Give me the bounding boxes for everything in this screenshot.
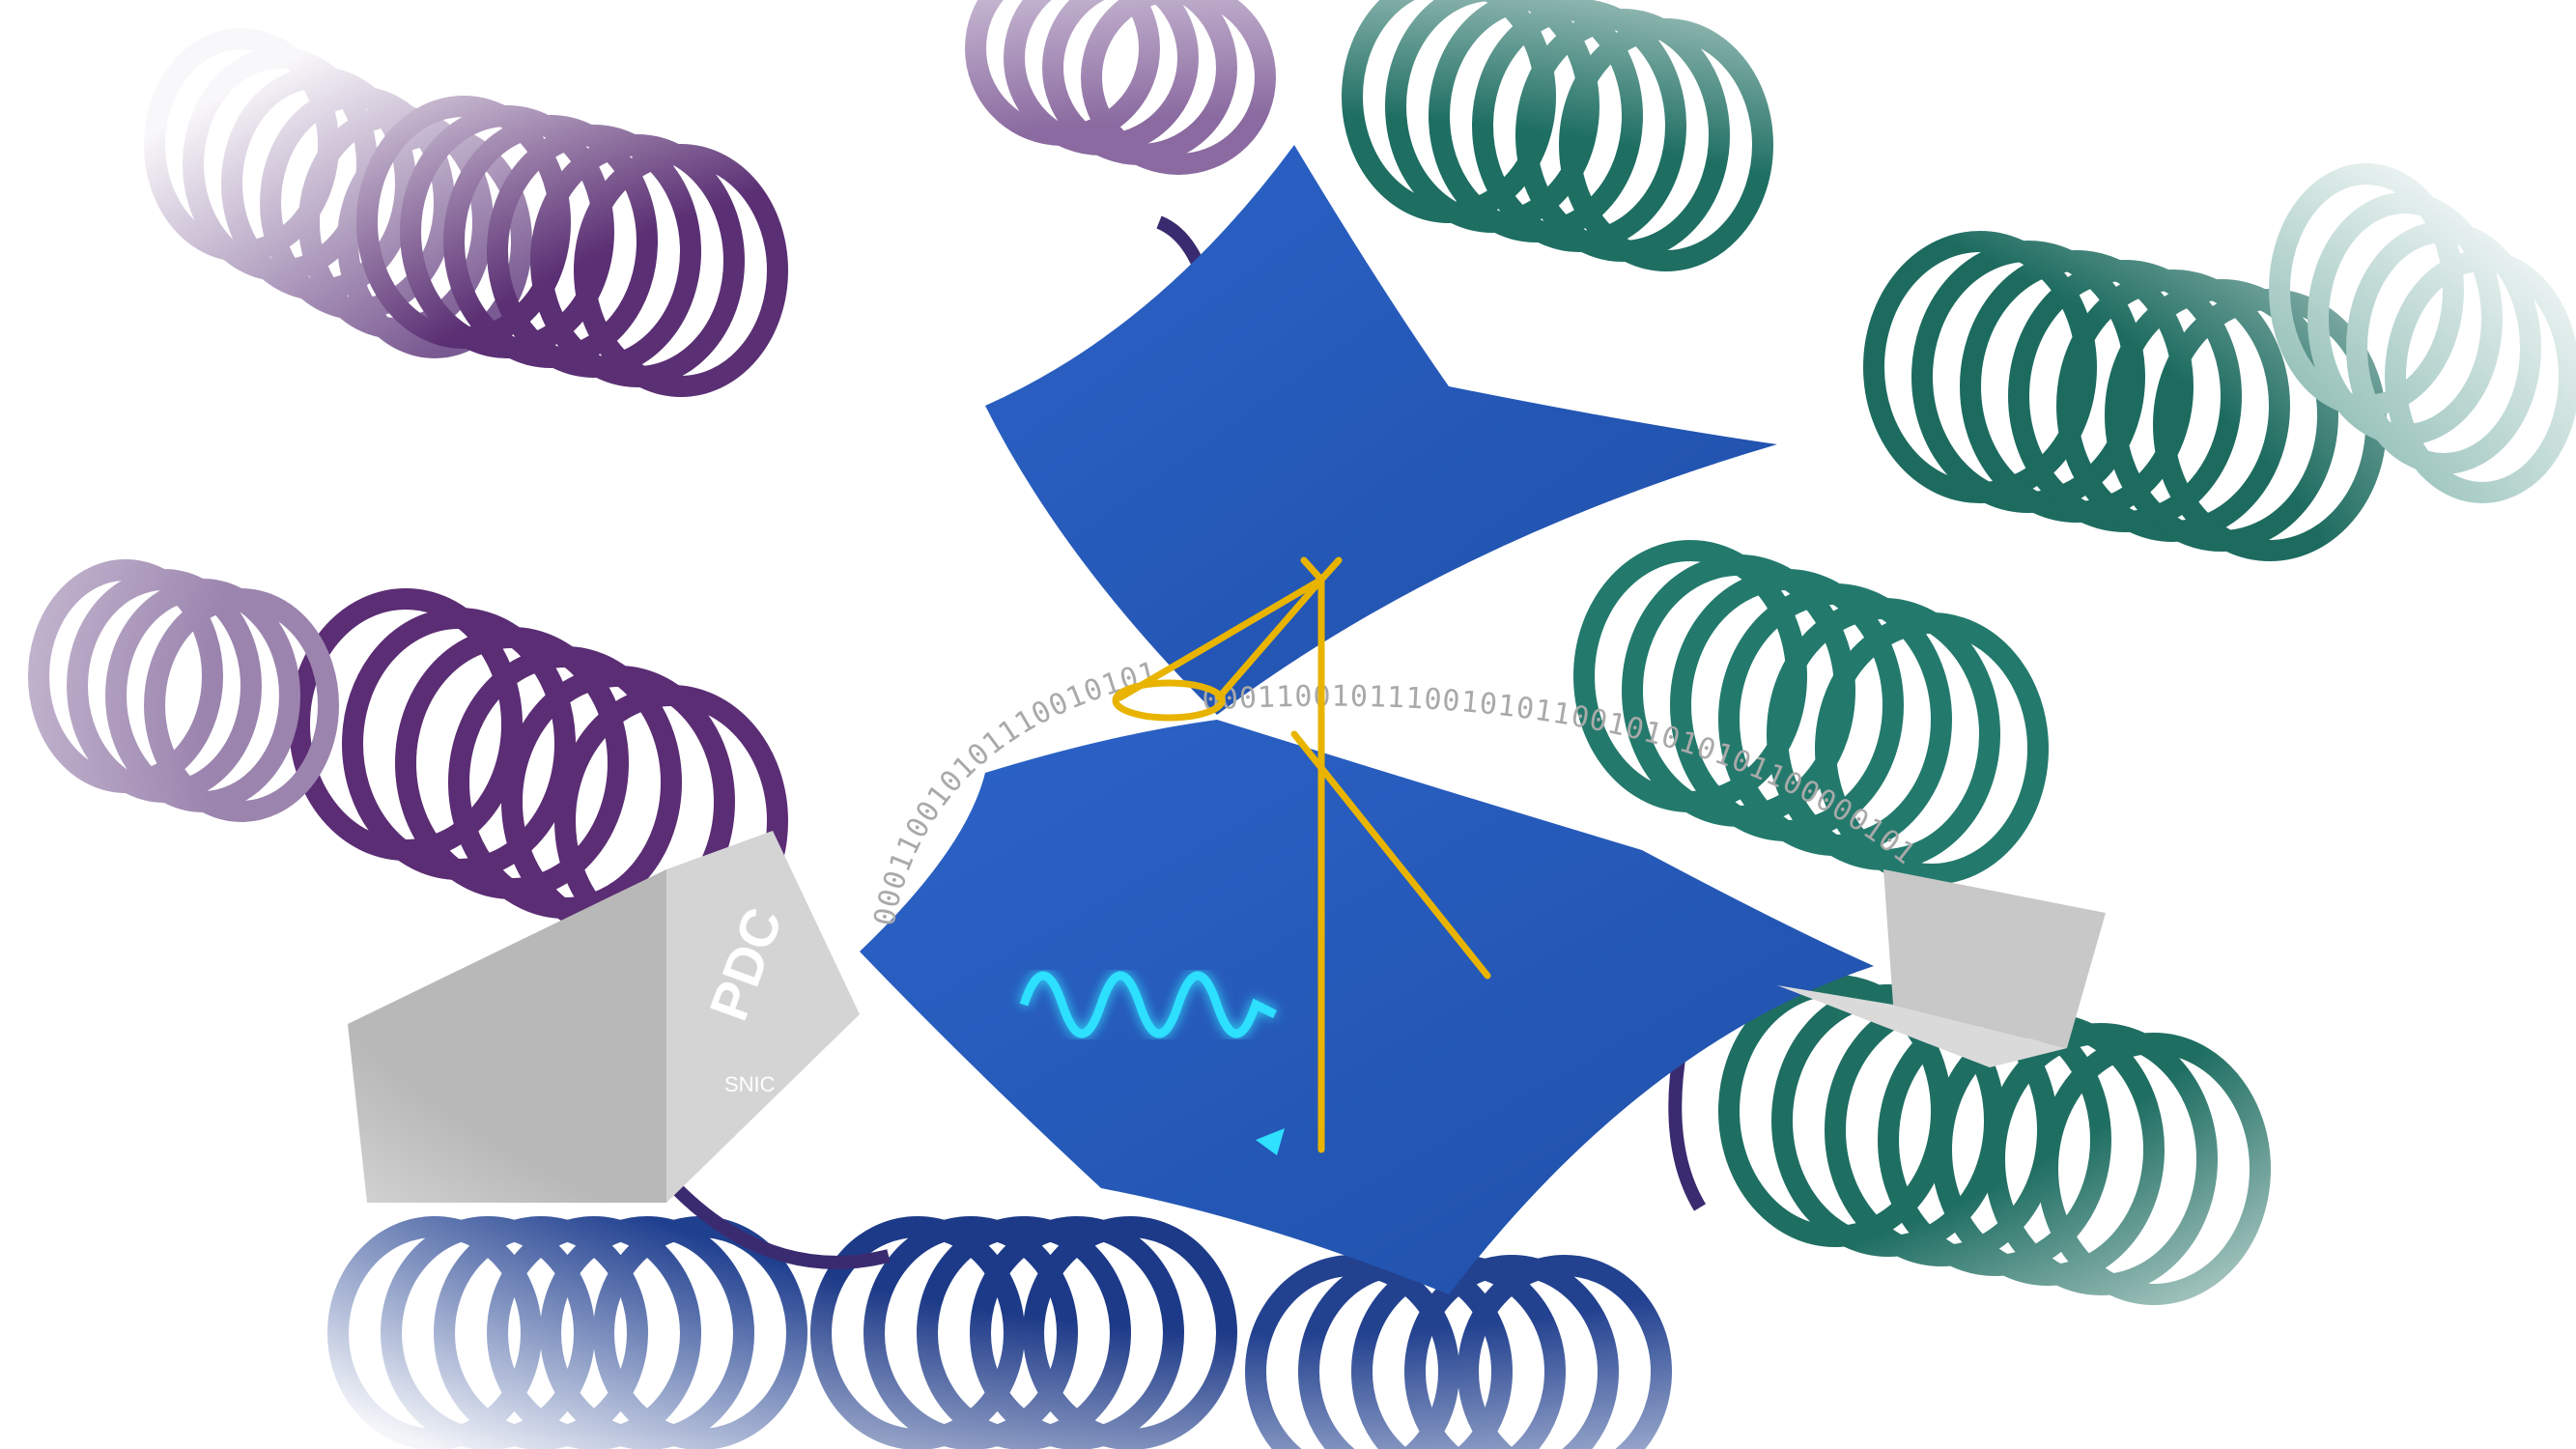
illustration: 0001100101011100101011001010 00011001011…: [0, 0, 2576, 1449]
page: 0001100101011100101011001010 00011001011…: [0, 0, 2576, 1449]
vignette: [0, 0, 2576, 1449]
